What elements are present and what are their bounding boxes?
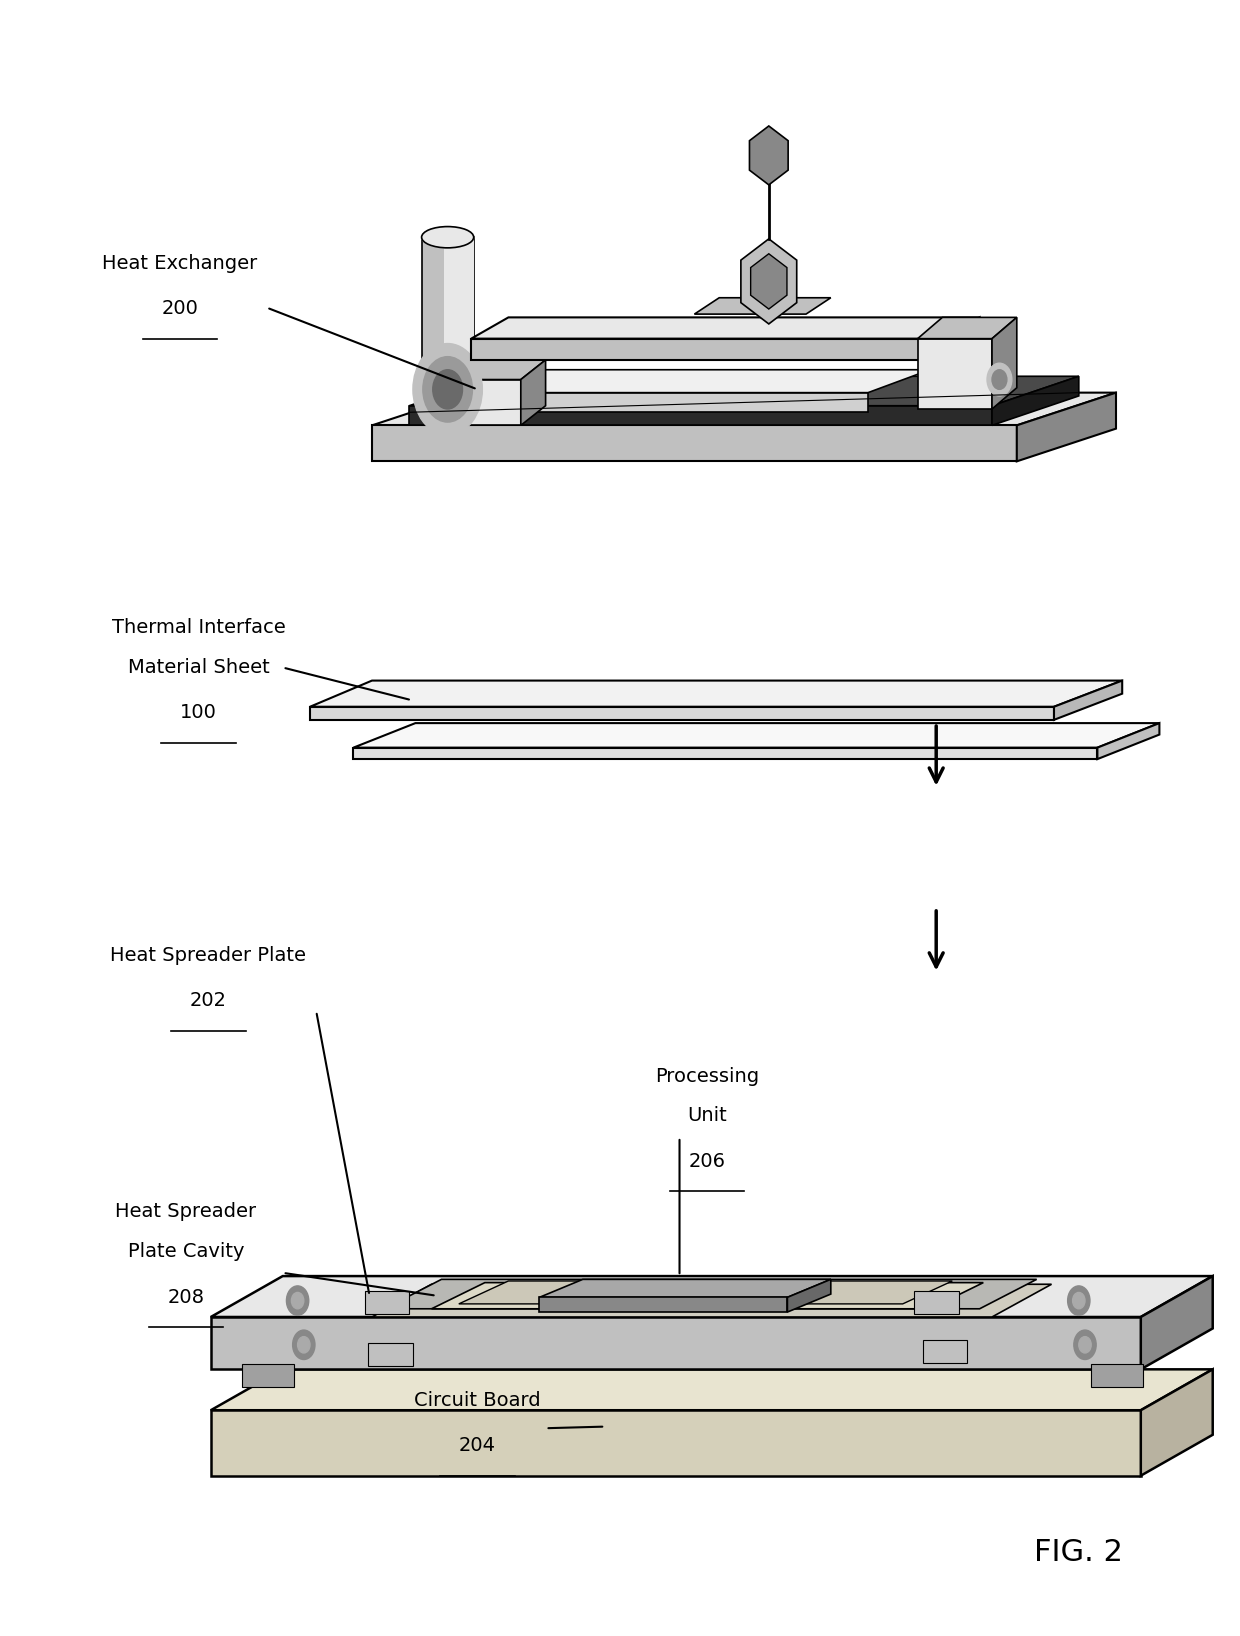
Text: 100: 100 (180, 703, 217, 723)
Circle shape (1079, 1337, 1091, 1353)
Polygon shape (521, 360, 546, 425)
Circle shape (298, 1337, 310, 1353)
Circle shape (1074, 1330, 1096, 1360)
Polygon shape (539, 1279, 831, 1297)
Polygon shape (384, 1279, 1037, 1309)
Polygon shape (1054, 681, 1122, 720)
Polygon shape (310, 707, 1054, 720)
Polygon shape (992, 317, 1017, 409)
Bar (365, 1291, 409, 1314)
Polygon shape (211, 1410, 1141, 1476)
Text: Circuit Board: Circuit Board (414, 1391, 541, 1410)
Text: Heat Spreader: Heat Spreader (115, 1202, 257, 1222)
Polygon shape (409, 376, 1079, 406)
Circle shape (293, 1330, 315, 1360)
Polygon shape (749, 126, 789, 185)
Polygon shape (787, 1279, 831, 1312)
Polygon shape (942, 317, 980, 360)
Polygon shape (1097, 723, 1159, 759)
Text: Heat Spreader Plate: Heat Spreader Plate (110, 946, 306, 965)
Text: 200: 200 (161, 299, 198, 319)
Polygon shape (750, 254, 787, 309)
Text: Thermal Interface: Thermal Interface (112, 618, 285, 638)
Polygon shape (694, 298, 831, 314)
Polygon shape (1017, 393, 1116, 461)
Polygon shape (992, 376, 1079, 425)
Polygon shape (1141, 1369, 1213, 1476)
Polygon shape (310, 681, 1122, 707)
Circle shape (1073, 1292, 1085, 1309)
Circle shape (987, 363, 1012, 396)
Text: Processing: Processing (655, 1067, 759, 1086)
Polygon shape (211, 1317, 1141, 1369)
Polygon shape (539, 1297, 787, 1312)
Polygon shape (471, 370, 930, 393)
Polygon shape (471, 339, 942, 360)
Polygon shape (446, 360, 546, 380)
Text: Heat Exchanger: Heat Exchanger (102, 254, 258, 273)
Polygon shape (444, 237, 474, 389)
Polygon shape (353, 723, 1159, 748)
Text: 208: 208 (167, 1288, 205, 1307)
Polygon shape (372, 425, 1017, 461)
Polygon shape (459, 1281, 952, 1304)
Bar (914, 1291, 959, 1314)
Text: 202: 202 (190, 991, 227, 1011)
Ellipse shape (422, 226, 474, 249)
Circle shape (413, 344, 482, 435)
Circle shape (992, 370, 1007, 389)
Circle shape (433, 370, 463, 409)
Polygon shape (353, 748, 1097, 759)
Circle shape (423, 357, 472, 422)
Text: 204: 204 (459, 1436, 496, 1456)
Bar (923, 1340, 967, 1363)
Bar (368, 1343, 413, 1366)
Polygon shape (471, 393, 868, 412)
Polygon shape (1141, 1276, 1213, 1369)
Polygon shape (409, 406, 992, 425)
Text: 206: 206 (688, 1152, 725, 1171)
Polygon shape (918, 339, 992, 409)
Polygon shape (918, 317, 1017, 339)
Text: Plate Cavity: Plate Cavity (128, 1242, 244, 1261)
Polygon shape (372, 393, 1116, 425)
Polygon shape (422, 237, 474, 389)
Text: Material Sheet: Material Sheet (128, 658, 269, 677)
Polygon shape (740, 239, 797, 324)
Polygon shape (432, 1283, 983, 1309)
Text: Unit: Unit (687, 1106, 727, 1126)
Bar (1091, 1364, 1143, 1387)
Polygon shape (471, 317, 980, 339)
Bar (242, 1364, 294, 1387)
Circle shape (286, 1286, 309, 1315)
Polygon shape (446, 380, 521, 425)
Circle shape (1068, 1286, 1090, 1315)
Text: FIG. 2: FIG. 2 (1034, 1538, 1123, 1567)
Polygon shape (372, 1284, 1052, 1317)
Circle shape (291, 1292, 304, 1309)
Polygon shape (211, 1276, 1213, 1317)
Polygon shape (211, 1369, 1213, 1410)
